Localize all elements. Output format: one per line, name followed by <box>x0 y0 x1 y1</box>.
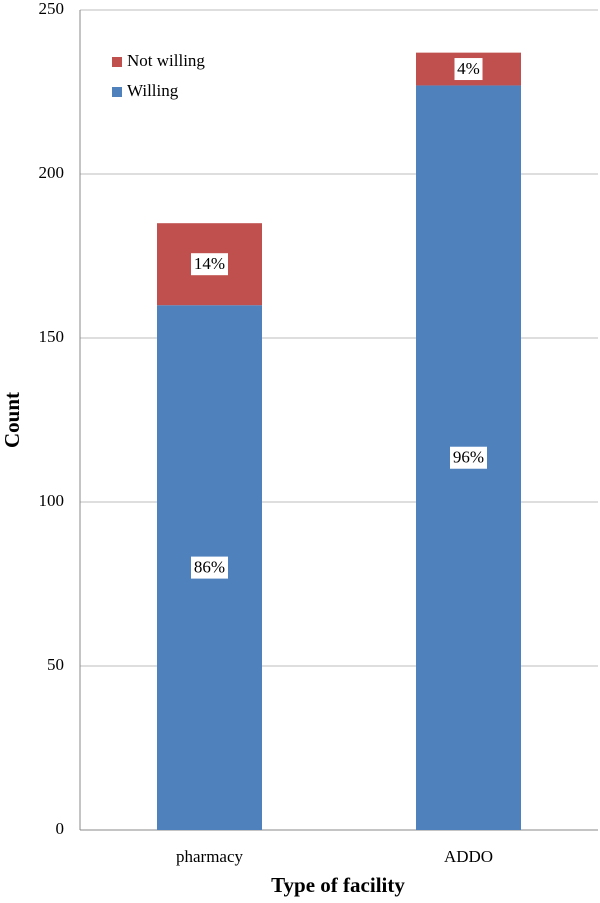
y-tick-label: 0 <box>56 819 65 838</box>
y-tick-label: 150 <box>39 327 65 346</box>
y-tick-label: 100 <box>39 491 65 510</box>
data-label: 14% <box>194 254 225 273</box>
label-box <box>450 446 487 469</box>
x-axis-title: Type of facility <box>271 873 405 897</box>
x-tick-label: pharmacy <box>176 847 244 866</box>
label-box <box>191 253 228 276</box>
label-box <box>454 58 483 81</box>
label-box <box>191 556 228 579</box>
y-tick-label: 250 <box>39 0 65 18</box>
y-axis-title: Count <box>0 392 24 448</box>
legend-label: Not willing <box>127 51 205 70</box>
data-label: 96% <box>453 448 484 467</box>
y-tick-label: 200 <box>39 163 65 182</box>
legend-swatch <box>112 87 122 97</box>
data-label: 86% <box>194 558 225 577</box>
y-tick-label: 50 <box>47 655 64 674</box>
data-label: 4% <box>457 59 480 78</box>
legend-label: Willing <box>127 81 179 100</box>
legend-swatch <box>112 57 122 67</box>
x-tick-label: ADDO <box>444 847 493 866</box>
